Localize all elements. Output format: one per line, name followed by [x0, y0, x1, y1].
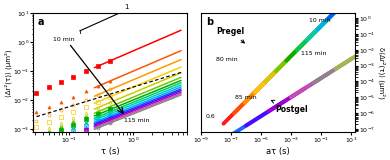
Text: 10 min: 10 min — [309, 18, 331, 23]
Text: 115 min: 115 min — [124, 119, 150, 124]
Text: 1: 1 — [124, 4, 129, 10]
Text: 115 min: 115 min — [301, 51, 327, 56]
Text: 0.6: 0.6 — [206, 114, 215, 119]
Text: Postgel: Postgel — [271, 100, 308, 114]
Text: b: b — [206, 17, 213, 27]
Text: 80 min: 80 min — [216, 57, 238, 62]
Text: Pregel: Pregel — [216, 27, 245, 43]
X-axis label: aτ (s): aτ (s) — [266, 147, 290, 156]
Text: a: a — [38, 17, 44, 27]
Y-axis label: ⟨Δr²(τ)⟩ (μm²): ⟨Δr²(τ)⟩ (μm²) — [4, 49, 12, 96]
X-axis label: τ (s): τ (s) — [101, 147, 120, 156]
Y-axis label: δ⟨Δr²(τ)⟩ (μm²): δ⟨Δr²(τ)⟩ (μm²) — [378, 47, 386, 99]
Text: 85 min: 85 min — [235, 95, 257, 100]
Text: 10 min: 10 min — [53, 37, 75, 42]
